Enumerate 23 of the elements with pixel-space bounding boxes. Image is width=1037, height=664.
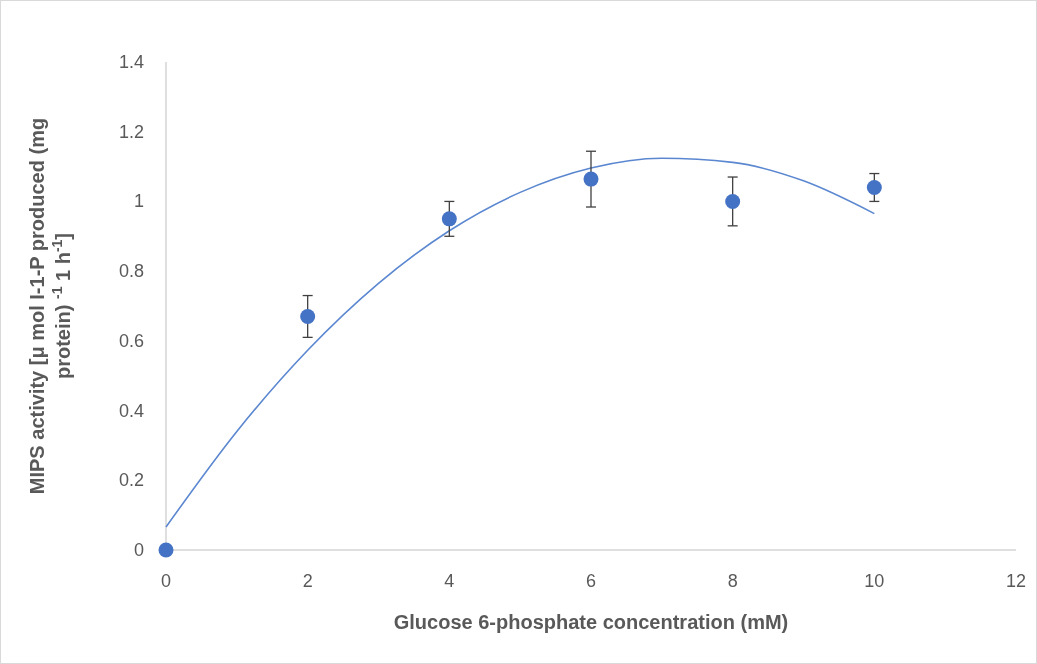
y-tick-label: 0.6 — [118, 330, 144, 351]
point — [866, 179, 882, 195]
y-tick-label: 1 — [133, 191, 144, 212]
y-tick-label: 1.4 — [118, 52, 144, 72]
x-tick-label: 12 — [1005, 571, 1027, 591]
point — [441, 211, 457, 227]
y-tick-label: 1.2 — [118, 121, 144, 142]
y-tick-label: 0.4 — [118, 400, 144, 421]
y-tick-label: 0.2 — [118, 470, 144, 491]
x-tick-label: 8 — [727, 571, 738, 591]
line-series — [165, 157, 876, 528]
x-axis-title: Glucose 6-phosphate concentration (mM) — [393, 611, 789, 633]
y-tick-label: 0.8 — [118, 261, 144, 282]
y-tick-label: 0 — [133, 540, 144, 560]
point — [725, 193, 741, 209]
point — [158, 542, 174, 558]
x-tick-label: 2 — [302, 571, 313, 591]
point — [583, 171, 599, 187]
point — [300, 308, 316, 324]
x-tick-label: 4 — [444, 571, 455, 591]
x-tick-label: 10 — [864, 571, 885, 591]
x-tick-label: 6 — [585, 571, 597, 591]
x-tick-label: 0 — [160, 571, 172, 591]
